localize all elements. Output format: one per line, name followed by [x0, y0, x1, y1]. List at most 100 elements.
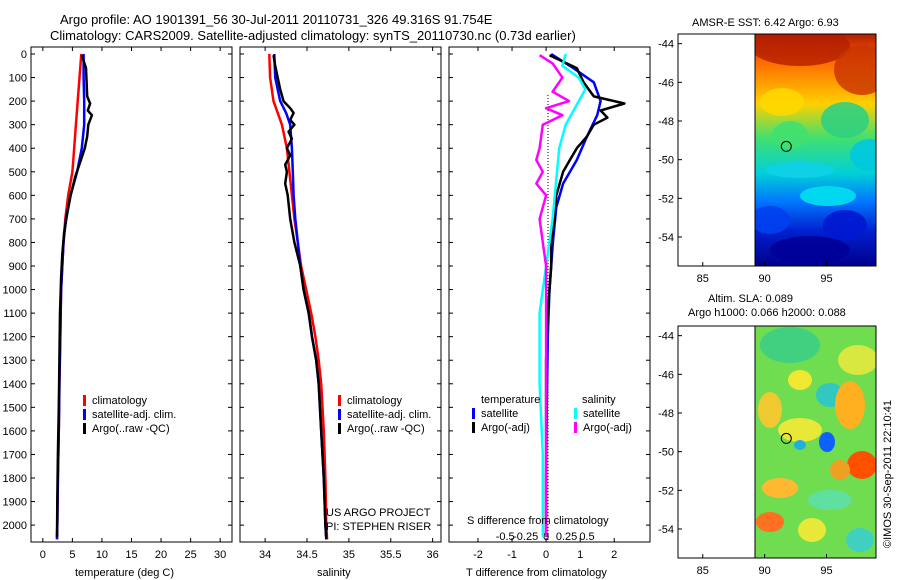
legend-salinity-header: salinity — [582, 394, 616, 406]
s-tick-label: 0 — [543, 531, 549, 543]
x-tick-label: -2 — [473, 549, 483, 561]
map-y-tick-label: -46 — [658, 77, 674, 89]
s-difference-label: S difference from climatology — [467, 515, 609, 527]
difference-legend: temperature salinity satellite Argo(-adj)… — [472, 394, 632, 434]
series-t-argo-adj- — [544, 54, 626, 537]
title-line-2: Climatology: CARS2009. Satellite-adjuste… — [50, 28, 576, 43]
temperature-x-axis: 0 5 10 15 20 25 30 — [40, 47, 226, 561]
depth-tick-label: 900 — [9, 261, 27, 273]
map-y-tick-label: -48 — [658, 408, 674, 420]
map-x-tick-label: 85 — [697, 565, 709, 577]
credit-project: US ARGO PROJECT — [326, 507, 431, 519]
sst-map-axes: 85 90 95 -44 -46 -48 -50 -52 -54 — [658, 39, 833, 285]
x-tick-label: 36 — [427, 549, 439, 561]
x-tick-label: 10 — [96, 549, 108, 561]
salinity-x-label: salinity — [317, 567, 351, 579]
legend-label: Argo(..raw -QC) — [347, 423, 425, 435]
depth-tick-label: 2000 — [3, 520, 27, 532]
sla-heatmap — [755, 326, 876, 558]
map-x-tick-label: 90 — [759, 565, 771, 577]
depth-tick-label: 0 — [21, 49, 27, 61]
depth-tick-label: 300 — [9, 120, 27, 132]
sst-map-title: AMSR-E SST: 6.42 Argo: 6.93 — [692, 17, 839, 29]
depth-tick-label: 1000 — [3, 285, 27, 297]
s-tick-label: 0.5 — [579, 531, 594, 543]
depth-tick-label: 1900 — [3, 497, 27, 509]
salinity-legend: climatology satellite-adj. clim. Argo(..ra… — [338, 395, 431, 435]
depth-tick-label: 1600 — [3, 426, 27, 438]
map-y-tick-label: -54 — [658, 232, 674, 244]
legend-swatch — [83, 423, 86, 434]
legend-swatch — [338, 395, 341, 406]
temperature-x-label: temperature (deg C) — [75, 567, 174, 579]
s-tick-label: 0.25 — [556, 531, 577, 543]
x-tick-label: 30 — [214, 549, 226, 561]
legend-swatch — [338, 409, 341, 420]
series-argo-raw-qc- — [55, 54, 94, 537]
map-y-tick-label: -52 — [658, 485, 674, 497]
x-tick-label: 1 — [577, 549, 583, 561]
depth-tick-label: 800 — [9, 237, 27, 249]
sst-heatmap — [755, 34, 876, 266]
series-s-satellite — [538, 53, 587, 537]
salinity-axes-box — [239, 46, 442, 543]
s-tick-label: -0.5 — [496, 531, 515, 543]
legend-label: satellite — [583, 408, 620, 420]
x-tick-label: 0 — [40, 549, 46, 561]
map-y-tick-label: -44 — [658, 331, 674, 343]
legend-swatch — [83, 409, 86, 420]
salinity-panel: 34 34.5 35 35.5 36 climatology satellite-adj.… — [239, 46, 442, 579]
depth-axis: 0 100 200 300 400 500 600 700 800 900 1000 1100 1200… — [3, 49, 650, 532]
difference-series — [535, 52, 626, 537]
temperature-legend: climatology satellite-adj. clim. Argo(..ra… — [83, 395, 176, 435]
x-tick-label: 5 — [69, 549, 75, 561]
depth-tick-label: 700 — [9, 214, 27, 226]
legend-swatch — [472, 408, 475, 419]
series-argo-raw-qc- — [272, 55, 328, 540]
temperature-series — [55, 53, 94, 540]
sla-map-panel: Altim. SLA: 0.089 Argo h1000: 0.066 h200… — [658, 293, 877, 577]
sla-map-title: Altim. SLA: 0.089 — [708, 293, 793, 305]
map-x-tick-label: 95 — [820, 565, 832, 577]
title-line-1: Argo profile: AO 1901391_56 30-Jul-2011 … — [60, 12, 493, 27]
depth-tick-label: 400 — [9, 143, 27, 155]
x-tick-label: 35 — [343, 549, 355, 561]
series-climatology — [268, 53, 329, 540]
salinity-x-axis: 34 34.5 35 35.5 36 — [259, 47, 439, 561]
legend-label: Argo(..raw -QC) — [92, 423, 170, 435]
depth-tick-label: 1500 — [3, 402, 27, 414]
difference-axes-box — [448, 46, 651, 543]
x-tick-label: 34.5 — [296, 549, 317, 561]
t-difference-label: T difference from climatology — [466, 567, 607, 579]
legend-swatch — [472, 422, 475, 433]
imos-footer: ©IMOS 30-Sep-2011 22:10:41 — [882, 400, 894, 548]
legend-label: climatology — [347, 395, 403, 407]
legend-label: satellite-adj. clim. — [92, 409, 176, 421]
map-y-tick-label: -50 — [658, 447, 674, 459]
depth-tick-label: 1200 — [3, 332, 27, 344]
map-y-tick-label: -48 — [658, 116, 674, 128]
depth-tick-label: 1100 — [3, 308, 27, 320]
temperature-panel: 0100200300400500600700800900100011001200… — [3, 46, 650, 579]
depth-tick-label: 100 — [9, 73, 27, 85]
map-x-tick-label: 85 — [697, 273, 709, 285]
salinity-series — [268, 53, 329, 540]
s-difference-x-axis: -0.5-0.25 0 0.25 0.5 — [496, 531, 595, 543]
legend-label: Argo(-adj) — [481, 422, 530, 434]
x-tick-label: 0 — [543, 549, 549, 561]
legend-swatch — [338, 423, 341, 434]
legend-label: climatology — [92, 395, 148, 407]
sla-map-axes-box — [677, 325, 877, 559]
depth-tick-label: 200 — [9, 96, 27, 108]
depth-tick-label: 1800 — [3, 473, 27, 485]
x-tick-label: 34 — [259, 549, 271, 561]
credit-pi: PI: STEPHEN RISER — [326, 521, 431, 533]
legend-label: satellite-adj. clim. — [347, 409, 431, 421]
legend-swatch — [574, 422, 577, 433]
depth-tick-label: 600 — [9, 190, 27, 202]
sla-map-axes: 85 90 95 -44 -46 -48 -50 -52 -54 — [658, 331, 833, 577]
x-tick-label: -1 — [507, 549, 517, 561]
sst-map-axes-box — [677, 33, 877, 267]
x-tick-label: 2 — [611, 549, 617, 561]
